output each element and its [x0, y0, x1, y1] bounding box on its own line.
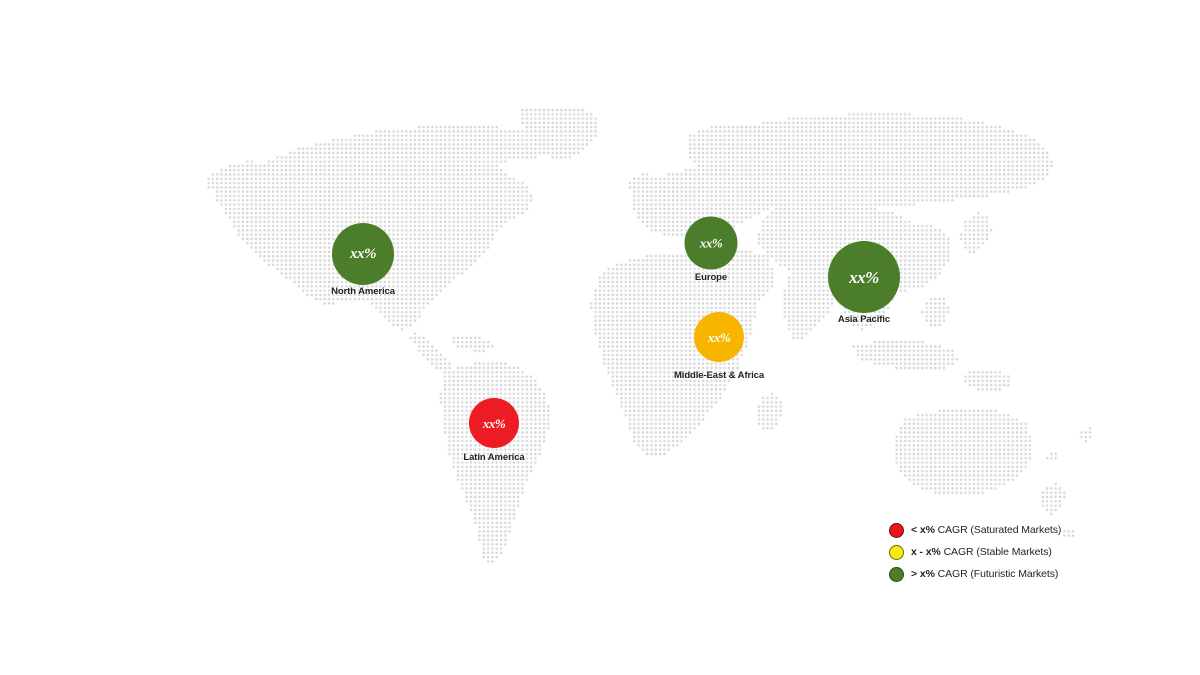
legend-row-futuristic: > x% CAGR (Futuristic Markets)	[889, 563, 1061, 585]
legend-label-futuristic: > x% CAGR (Futuristic Markets)	[911, 568, 1058, 580]
legend-label-stable: x - x% CAGR (Stable Markets)	[911, 546, 1052, 558]
region-label-middle-east-africa: Middle-East & Africa	[673, 370, 765, 381]
region-bubble-latin-america[interactable]: xx%	[469, 398, 519, 448]
legend-description-futuristic: CAGR (Futuristic Markets)	[937, 568, 1059, 580]
legend-swatch-futuristic-icon	[889, 566, 904, 582]
legend-threshold-saturated: < x%	[911, 524, 935, 536]
region-value-latin-america: xx%	[482, 415, 506, 431]
legend-threshold-futuristic: > x%	[911, 568, 935, 580]
legend-swatch-saturated-icon	[889, 522, 904, 538]
legend-row-stable: x - x% CAGR (Stable Markets)	[889, 541, 1061, 563]
region-label-asia-pacific: Asia Pacific	[837, 314, 891, 325]
legend: < x% CAGR (Saturated Markets) x - x% CAGR…	[889, 519, 1061, 585]
region-bubble-asia-pacific[interactable]: xx%	[828, 241, 900, 313]
region-value-asia-pacific: xx%	[849, 267, 879, 287]
legend-swatch-stable-icon	[889, 544, 904, 560]
region-value-middle-east-africa: xx%	[707, 329, 731, 345]
region-bubble-europe[interactable]: xx%	[684, 216, 738, 270]
region-label-latin-america: Latin America	[463, 452, 525, 463]
legend-label-saturated: < x% CAGR (Saturated Markets)	[911, 524, 1061, 536]
legend-description-saturated: CAGR (Saturated Markets)	[937, 524, 1062, 536]
region-bubble-north-america[interactable]: xx%	[332, 223, 394, 285]
legend-threshold-stable: x - x%	[911, 546, 941, 558]
region-value-europe: xx%	[699, 235, 723, 251]
legend-row-saturated: < x% CAGR (Saturated Markets)	[889, 519, 1061, 541]
region-value-north-america: xx%	[350, 245, 377, 262]
region-bubble-middle-east-africa[interactable]: xx%	[694, 312, 744, 362]
region-label-europe: Europe	[694, 272, 728, 283]
region-label-north-america: North America	[331, 286, 395, 297]
legend-description-stable: CAGR (Stable Markets)	[943, 546, 1052, 558]
